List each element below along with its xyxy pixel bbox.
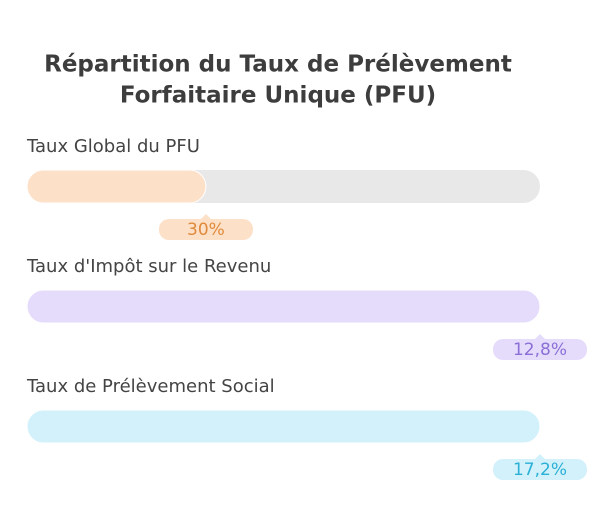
value-label: 30% bbox=[187, 220, 225, 240]
bar bbox=[26, 289, 541, 324]
bar-label: Taux d'Impôt sur le Revenu bbox=[26, 256, 271, 277]
value-pill bbox=[158, 219, 253, 240]
bar bbox=[26, 409, 541, 444]
bar bbox=[26, 169, 207, 204]
value-label: 12,8% bbox=[513, 340, 567, 360]
pointer bbox=[535, 454, 545, 459]
bar-label: Taux de Prélèvement Social bbox=[26, 376, 275, 397]
value-label: 17,2% bbox=[513, 460, 567, 480]
pointer bbox=[200, 214, 211, 219]
pointer bbox=[535, 334, 545, 339]
bar-label: Taux Global du PFU bbox=[26, 136, 200, 157]
value-pill bbox=[493, 459, 587, 480]
chart-title: Forfaitaire Unique (PFU) bbox=[120, 83, 436, 109]
chart-title: Répartition du Taux de Prélèvement bbox=[44, 52, 512, 78]
value-pill bbox=[493, 339, 587, 360]
